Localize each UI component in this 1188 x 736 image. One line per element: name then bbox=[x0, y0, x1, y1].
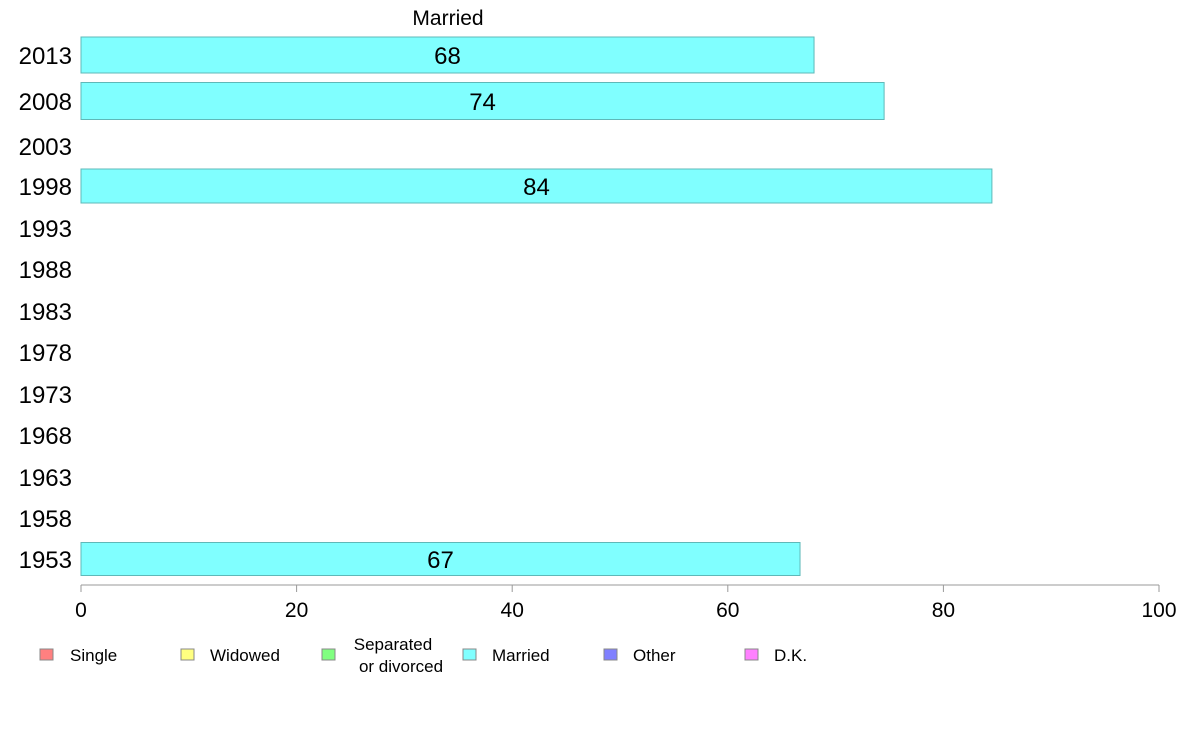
legend-swatch-4 bbox=[603, 648, 618, 661]
year-labels-group: 2013 2008 2003 1998 1993 1988 1983 1978 1973 1968… bbox=[19, 43, 72, 574]
year-label-2003: 2003 bbox=[19, 134, 72, 161]
year-label-1998: 1998 bbox=[19, 174, 72, 201]
year-label-2013: 2013 bbox=[19, 43, 72, 70]
year-label-1993: 1993 bbox=[19, 216, 72, 243]
x-axis: 0 20 40 60 80 100 bbox=[75, 584, 1177, 622]
chart-title: Married bbox=[412, 7, 483, 30]
legend-swatch-3 bbox=[462, 648, 477, 661]
year-label-1953: 1953 bbox=[19, 547, 72, 574]
year-label-1978: 1978 bbox=[19, 340, 72, 367]
legend-label-2: Separated or divorced bbox=[354, 635, 443, 676]
year-label-1988: 1988 bbox=[19, 257, 72, 284]
bar-1953 bbox=[80, 542, 801, 576]
legend-label-4: Other bbox=[633, 646, 676, 665]
year-label-2008: 2008 bbox=[19, 89, 72, 116]
year-label-1983: 1983 bbox=[19, 299, 72, 326]
bar-value-label-2008: 74 bbox=[469, 89, 496, 116]
legend-swatch-5 bbox=[744, 648, 759, 661]
bar-2013 bbox=[80, 36, 815, 74]
year-label-1963: 1963 bbox=[19, 465, 72, 492]
legend: Single Widowed Separated or divorced Married… bbox=[39, 635, 807, 676]
legend-swatch-2 bbox=[321, 648, 336, 661]
legend-label-5: D.K. bbox=[774, 646, 807, 665]
x-tick-label-40: 40 bbox=[501, 599, 524, 622]
x-tick-label-60: 60 bbox=[716, 599, 739, 622]
bars-group: 68 74 84 67 bbox=[80, 36, 993, 576]
x-tick-label-100: 100 bbox=[1141, 599, 1176, 622]
year-label-1973: 1973 bbox=[19, 382, 72, 409]
legend-label-1: Widowed bbox=[210, 646, 280, 665]
x-tick-label-80: 80 bbox=[932, 599, 955, 622]
year-label-1968: 1968 bbox=[19, 423, 72, 450]
legend-swatch-0 bbox=[39, 648, 54, 661]
bar-value-label-1998: 84 bbox=[523, 174, 550, 201]
bar-value-label-2013: 68 bbox=[434, 43, 461, 70]
legend-label-3: Married bbox=[492, 646, 550, 665]
legend-swatch-1 bbox=[180, 648, 195, 661]
x-tick-label-0: 0 bbox=[75, 599, 87, 622]
bar-1998 bbox=[80, 168, 993, 204]
bar-value-label-1953: 67 bbox=[427, 547, 454, 574]
x-tick-label-20: 20 bbox=[285, 599, 308, 622]
year-label-1958: 1958 bbox=[19, 506, 72, 533]
bar-2008 bbox=[80, 82, 885, 120]
legend-label-0: Single bbox=[70, 646, 117, 665]
